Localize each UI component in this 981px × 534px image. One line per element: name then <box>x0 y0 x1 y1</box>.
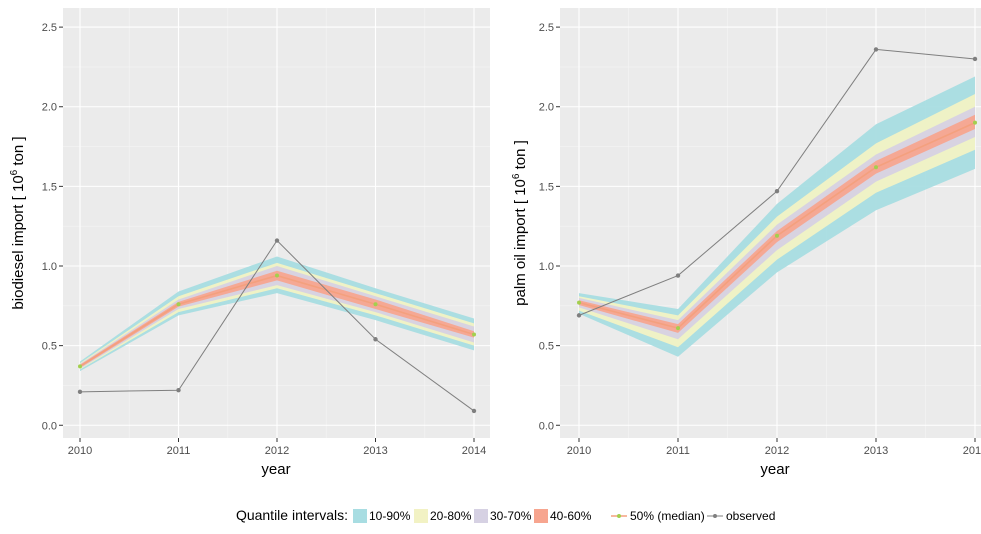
legend-median-point <box>617 514 621 518</box>
x-tick-label: 2011 <box>167 445 191 457</box>
x-tick-label: 2014 <box>462 445 486 457</box>
legend-swatch-10-90 <box>353 509 367 523</box>
y-tick-label: 2.0 <box>539 102 554 114</box>
legend-label-observed: observed <box>726 509 775 523</box>
x-tick-label: 2012 <box>265 445 289 457</box>
legend-label-median: 50% (median) <box>630 509 705 523</box>
legend-swatch-20-80 <box>414 509 428 523</box>
y-axis-ticks: 0.0 0.5 1.0 1.5 2.0 2.5 <box>42 22 63 432</box>
y-tick-label: 0.0 <box>42 420 57 432</box>
x-tick-label: 2013 <box>864 445 888 457</box>
y-tick-label: 1.0 <box>539 261 554 273</box>
x-tick-label: 2010 <box>567 445 591 457</box>
x-tick-label: 2010 <box>68 445 92 457</box>
series-lines <box>576 47 978 331</box>
y-tick-label: 2.5 <box>539 22 554 34</box>
median-point <box>275 273 279 278</box>
y-tick-label: 2.0 <box>42 102 57 114</box>
x-tick-label: 2013 <box>363 445 387 457</box>
legend-title: Quantile intervals: <box>236 507 348 523</box>
y-axis-ticks: 0.0 0.5 1.0 1.5 2.0 2.5 <box>539 22 560 432</box>
observed-point <box>774 188 780 194</box>
legend-observed-point <box>713 514 717 518</box>
legend-swatch-30-70 <box>474 509 488 523</box>
legend: Quantile intervals: 10-90% 20-80% 30-70%… <box>236 507 775 523</box>
legend-label-30-70: 30-70% <box>490 509 532 523</box>
panel-palm-oil: 0.00.51.01.52.02.5 20102011201220132014 … <box>511 8 981 478</box>
y-tick-label: 1.0 <box>42 261 57 273</box>
observed-point <box>576 313 582 318</box>
y-tick-label: 2.5 <box>42 22 57 34</box>
grid <box>63 8 490 438</box>
observed-point <box>77 389 83 395</box>
y-tick-label: 1.5 <box>42 181 57 193</box>
x-tick-label: 2012 <box>765 445 789 457</box>
median-point <box>472 332 476 337</box>
median-point <box>176 302 181 307</box>
median-point <box>874 165 878 170</box>
observed-point <box>873 47 879 52</box>
y-axis-title-main: biodiesel import [ 10 <box>10 175 27 309</box>
median-point <box>973 120 977 125</box>
legend-label-10-90: 10-90% <box>369 509 411 523</box>
x-axis-title: year <box>261 461 290 478</box>
x-tick-label: 2011 <box>666 445 690 457</box>
x-axis-ticks: 2010 2011 2012 2013 2014 <box>567 438 981 457</box>
y-tick-label: 0.0 <box>539 420 554 432</box>
y-tick-label: 0.5 <box>539 341 554 353</box>
observed-point <box>675 273 681 278</box>
x-axis-ticks: 2010 2011 2012 2013 2014 <box>68 438 486 457</box>
median-point <box>577 300 581 305</box>
legend-swatch-40-60 <box>534 509 548 523</box>
median-point <box>676 326 680 331</box>
median-point <box>775 233 779 238</box>
observed-point <box>972 56 978 62</box>
observed-point <box>373 337 378 342</box>
series-lines <box>77 238 477 414</box>
x-tick-label: 2014 <box>963 445 981 457</box>
median-point <box>78 364 82 369</box>
observed-point <box>471 408 477 414</box>
y-axis-title: palm oil import [ 106 ton ] <box>511 140 529 306</box>
panel-biodiesel: 0.00.51.01.52.02.5 2010 2011 2012 2013 2014 … <box>9 8 490 478</box>
median-point <box>373 302 378 307</box>
observed-point <box>274 238 280 243</box>
x-axis-title: year <box>760 461 789 478</box>
y-tick-label: 1.5 <box>539 181 554 193</box>
y-axis-title: biodiesel import [ 106 ton ] <box>9 136 27 309</box>
y-tick-label: 0.5 <box>42 341 57 353</box>
observed-point <box>176 388 181 393</box>
legend-label-20-80: 20-80% <box>430 509 472 523</box>
legend-label-40-60: 40-60% <box>550 509 592 523</box>
y-axis-title-tail: ton ] <box>10 136 27 169</box>
y-axis-title-main: palm oil import [ 10 <box>512 179 529 306</box>
y-axis-title-tail: ton ] <box>512 140 529 173</box>
y-axis-title-sup: 6 <box>9 169 20 175</box>
y-axis-title-sup: 6 <box>511 173 522 179</box>
